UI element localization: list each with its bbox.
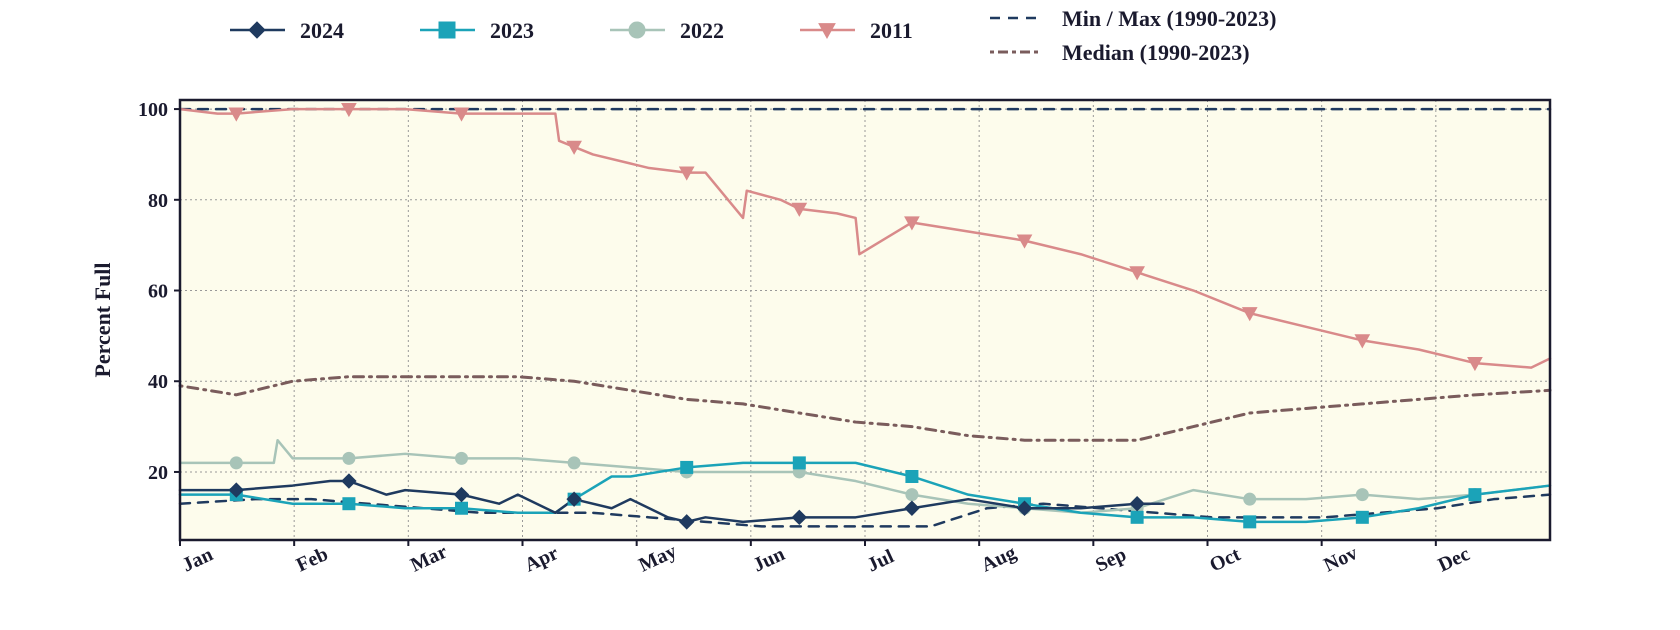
svg-text:80: 80 [148, 190, 168, 212]
svg-text:Percent Full: Percent Full [90, 262, 115, 377]
svg-text:Min / Max (1990-2023): Min / Max (1990-2023) [1062, 6, 1276, 31]
svg-text:Aug: Aug [978, 542, 1020, 577]
svg-text:2011: 2011 [870, 18, 913, 43]
svg-text:40: 40 [148, 371, 168, 393]
svg-text:Sep: Sep [1092, 543, 1130, 576]
svg-text:Jul: Jul [864, 545, 898, 576]
svg-text:Dec: Dec [1435, 543, 1474, 577]
svg-text:Mar: Mar [407, 541, 451, 577]
line-chart: 20 40 60 80 100 Jan Feb Mar Apr May Jun Jul Aug Sep Oc… [0, 0, 1680, 630]
svg-text:Nov: Nov [1320, 542, 1361, 576]
svg-text:Jun: Jun [750, 543, 789, 577]
svg-text:20: 20 [148, 462, 168, 484]
svg-text:100: 100 [138, 99, 168, 121]
svg-text:Oct: Oct [1206, 543, 1244, 576]
svg-text:May: May [635, 540, 680, 576]
svg-text:2024: 2024 [300, 18, 344, 43]
svg-text:Feb: Feb [293, 543, 331, 577]
svg-text:2022: 2022 [680, 18, 724, 43]
svg-text:Apr: Apr [521, 542, 562, 577]
chart-container: 20 40 60 80 100 Jan Feb Mar Apr May Jun Jul Aug Sep Oc… [0, 0, 1680, 630]
svg-text:Jan: Jan [179, 543, 217, 576]
svg-text:60: 60 [148, 281, 168, 303]
svg-text:Median (1990-2023): Median (1990-2023) [1062, 40, 1250, 65]
svg-text:2023: 2023 [490, 18, 534, 43]
